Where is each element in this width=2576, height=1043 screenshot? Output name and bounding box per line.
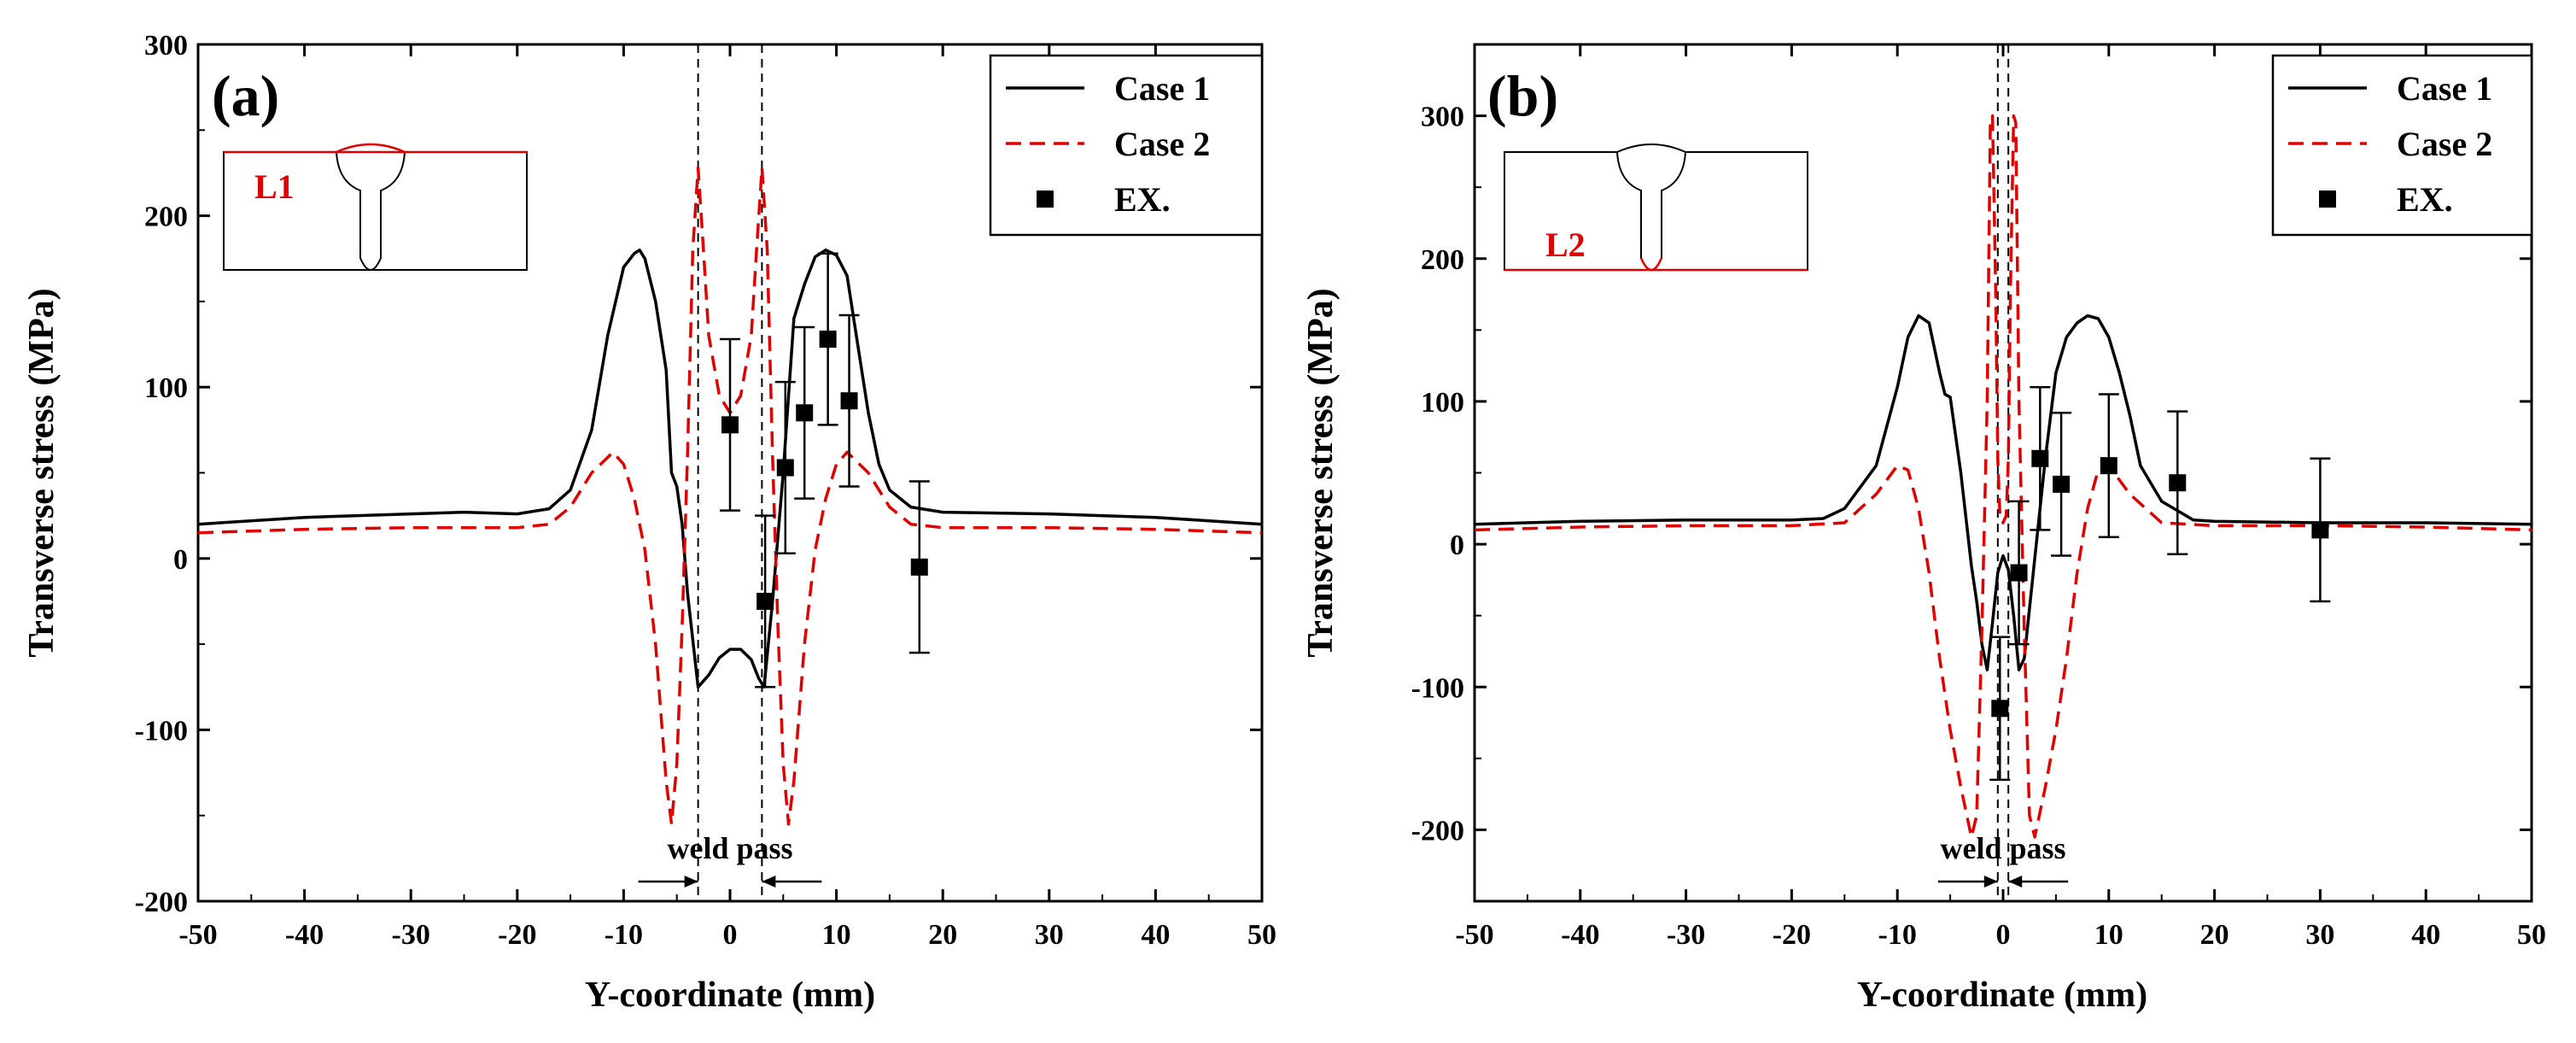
ex-point xyxy=(1991,700,2009,718)
x-tick-label: 20 xyxy=(2200,919,2229,951)
weld-arrow-left-head xyxy=(1983,876,1998,888)
ex-point xyxy=(796,404,814,422)
x-tick-label: -10 xyxy=(1878,919,1917,951)
x-tick-label: 0 xyxy=(1996,919,2011,951)
y-tick-label: 200 xyxy=(1421,244,1464,276)
weld-arrow-left-head xyxy=(684,876,698,888)
legend-swatch-ex xyxy=(1037,190,1054,208)
inset-measure-cap xyxy=(336,143,406,154)
x-axis-title: Y-coordinate (mm) xyxy=(1857,976,2147,1015)
x-tick-label: -20 xyxy=(498,919,536,951)
y-tick-label: 200 xyxy=(144,202,188,233)
ex-point xyxy=(2053,475,2071,493)
ex-point xyxy=(819,331,837,349)
legend-swatch-ex xyxy=(2319,190,2336,208)
legend-label: EX. xyxy=(1114,180,1171,219)
panel-b: -50 -40 -30 -20 -10 0 10 20 30 40 50-200-100010020… xyxy=(1301,43,2546,1015)
weld-pass-annotation: weld pass xyxy=(667,831,792,865)
x-tick-label: 20 xyxy=(928,919,957,951)
y-axis-title: Transverse stress (MPa) xyxy=(1301,288,1341,657)
legend-label: EX. xyxy=(2397,180,2453,219)
y-tick-label: -200 xyxy=(135,887,188,918)
y-tick-label: 300 xyxy=(144,30,188,62)
x-axis-title: Y-coordinate (mm) xyxy=(585,976,875,1015)
legend-label: Case 1 xyxy=(1114,69,1210,108)
ex-point xyxy=(2031,449,2049,467)
x-tick-label: 40 xyxy=(1141,919,1170,951)
inset-weld-bead xyxy=(1615,144,1687,271)
ex-point xyxy=(2100,457,2117,475)
x-tick-label: -30 xyxy=(1667,919,1705,951)
ex-point xyxy=(840,392,858,410)
x-tick-label: 30 xyxy=(2305,919,2334,951)
series-line-case-2 xyxy=(1474,114,2532,839)
series-line-case-1 xyxy=(197,248,1263,689)
x-tick-label: 10 xyxy=(2094,919,2123,951)
x-tick-label: 10 xyxy=(822,919,851,951)
x-tick-label: 50 xyxy=(1247,919,1276,951)
y-tick-label: 100 xyxy=(1421,387,1464,419)
x-tick-label: -20 xyxy=(1773,919,1811,951)
ex-point xyxy=(721,416,739,434)
x-tick-label: 40 xyxy=(2411,919,2440,951)
legend-label: Case 2 xyxy=(2397,125,2492,163)
inset-measure-cap xyxy=(1639,257,1663,272)
inset-label: L2 xyxy=(1545,226,1586,264)
panel-label: (b) xyxy=(1487,63,1558,128)
x-tick-label: 30 xyxy=(1035,919,1064,951)
x-tick-label: -50 xyxy=(1455,919,1493,951)
x-tick-label: -50 xyxy=(178,919,217,951)
legend-box xyxy=(2271,54,2533,237)
y-tick-label: 0 xyxy=(1450,530,1464,561)
y-tick-label: -100 xyxy=(1411,672,1464,704)
legend-label: Case 1 xyxy=(2397,69,2492,108)
legend-label: Case 2 xyxy=(1114,125,1210,163)
y-axis-title: Transverse stress (MPa) xyxy=(22,288,61,657)
weld-arrow-right-head xyxy=(762,876,776,888)
legend-box xyxy=(989,54,1264,237)
weld-arrow-right-head xyxy=(2008,876,2023,888)
ex-point xyxy=(776,459,794,477)
ex-point xyxy=(2169,474,2187,492)
panel-a: -50 -40 -30 -20 -10 0 10 20 30 40 50-200-100010020… xyxy=(22,30,1276,1015)
y-tick-label: 0 xyxy=(173,544,188,576)
x-tick-label: 50 xyxy=(2517,919,2546,951)
ex-point xyxy=(910,558,928,576)
weld-pass-annotation: weld pass xyxy=(1940,831,2065,865)
x-tick-label: -30 xyxy=(392,919,430,951)
y-tick-label: 100 xyxy=(144,372,188,404)
x-tick-label: -40 xyxy=(285,919,324,951)
y-tick-label: -200 xyxy=(1411,815,1464,847)
ex-point xyxy=(756,592,774,610)
x-tick-label: 0 xyxy=(723,919,738,951)
series-line-case-1 xyxy=(1474,313,2532,671)
ex-point xyxy=(2311,521,2329,539)
x-tick-label: -10 xyxy=(605,919,643,951)
panel-label: (a) xyxy=(212,63,279,128)
y-tick-label: 300 xyxy=(1421,102,1464,133)
ex-point xyxy=(2010,564,2028,582)
inset-label: L1 xyxy=(254,167,295,206)
y-tick-label: -100 xyxy=(135,715,188,747)
x-tick-label: -40 xyxy=(1561,919,1599,951)
